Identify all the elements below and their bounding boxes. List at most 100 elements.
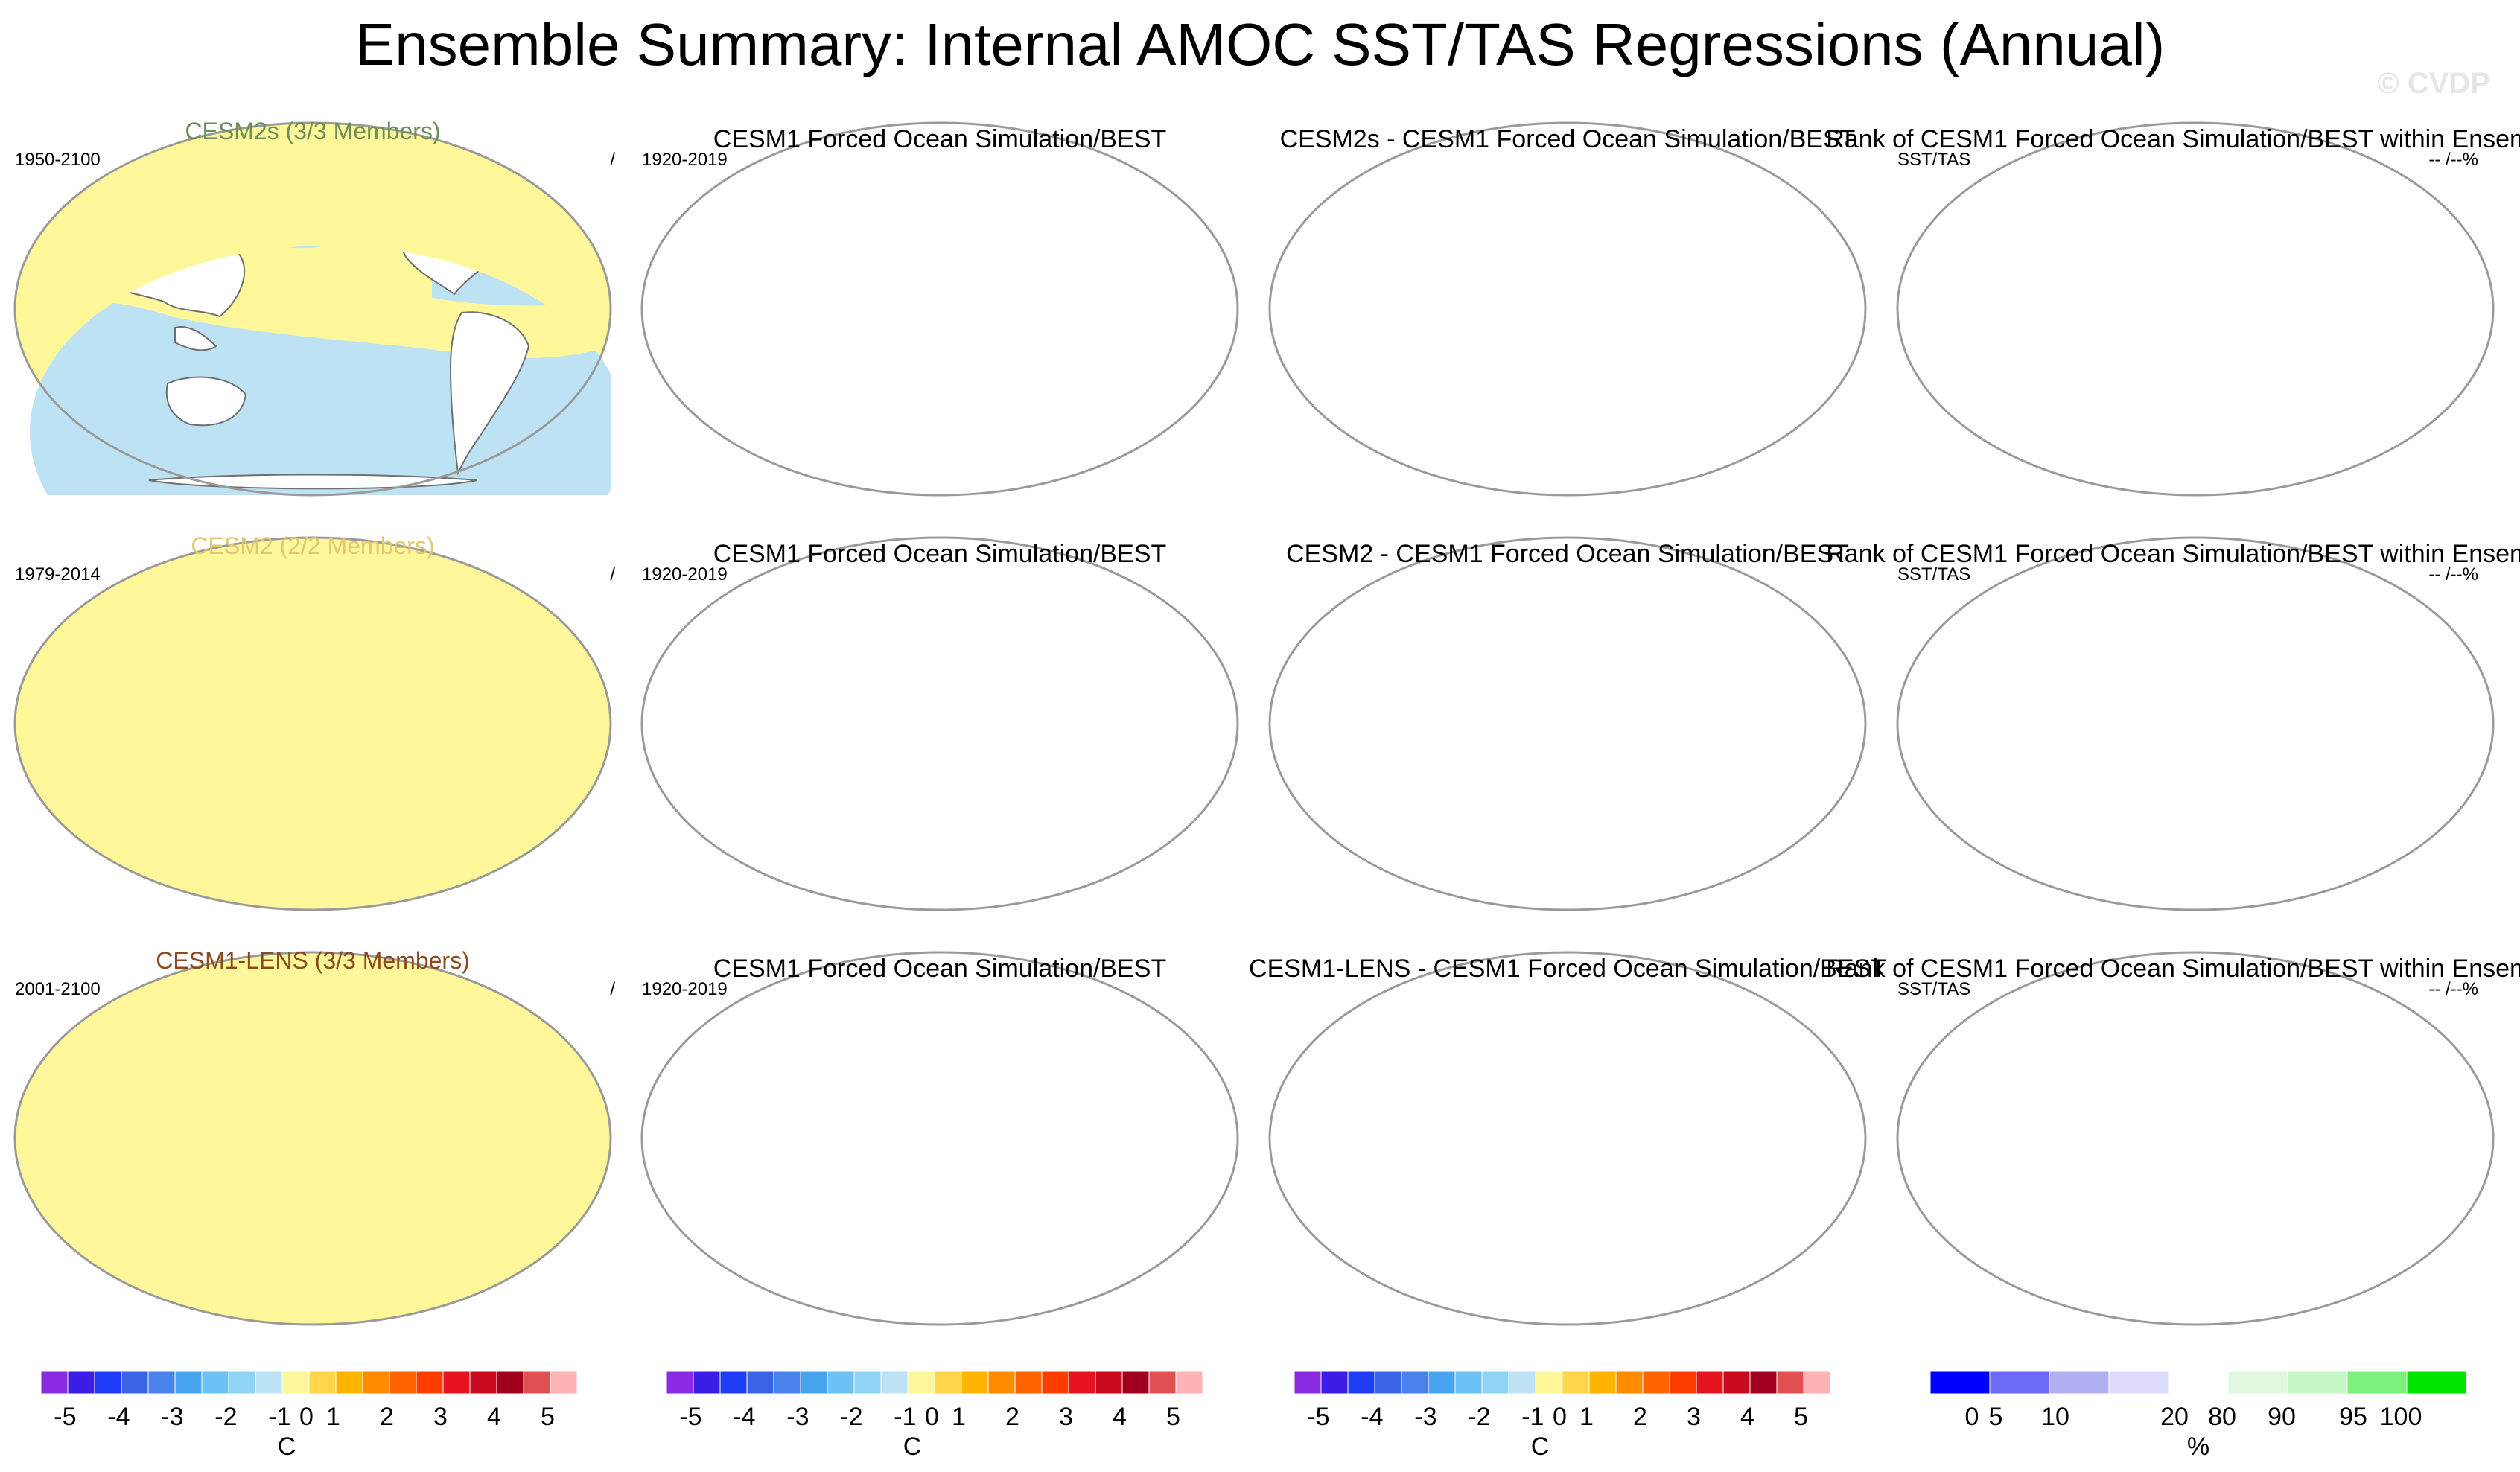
map-border [640,121,1239,497]
colorbar-tick: -3 [1414,1403,1436,1431]
colorbar-tick: 5 [1166,1403,1180,1431]
panel-left-label: 1920-2019 [642,150,728,170]
map-background [1897,123,2493,495]
coastline [174,326,217,351]
map-border [1268,536,1867,911]
colorbar-tick: 1 [952,1403,966,1431]
colorbar-swatch [1320,1371,1349,1395]
colorbar-tick: -5 [1307,1403,1329,1431]
colorbar-swatch [1175,1371,1203,1395]
panel-title: CESM1 Forced Ocean Simulation/BEST [713,125,1166,153]
colorbar-swatch [174,1371,203,1395]
map-border [1268,951,1867,1326]
cvdp-watermark: © CVDP [2377,67,2490,100]
colorbar-swatch [67,1371,95,1395]
panel-left-label: SST/TAS [1897,564,1970,584]
colorbar-swatch [934,1371,962,1395]
colorbar-units: % [2187,1433,2209,1461]
panel-title: Rank of CESM1 Forced Ocean Simulation/BE… [1826,125,2520,153]
map-panel-r2-c2 [640,536,1239,911]
coastline [449,311,530,476]
colorbar-tick: 80 [2208,1403,2236,1431]
colorbar-swatch [550,1371,578,1395]
colorbar-swatch [1148,1371,1177,1395]
colorbar-units: C [1531,1433,1550,1461]
panel-left-label: 1920-2019 [642,979,728,999]
colorbar-tick: 4 [1113,1403,1127,1431]
map-background [642,123,1238,495]
ocean-fill [15,952,611,1325]
colorbar-swatch [121,1371,149,1395]
colorbar-tick: 0 [1965,1403,1979,1431]
colorbar-swatch [1508,1371,1536,1395]
colorbar-swatch [1696,1371,1724,1395]
colorbar-swatch [1481,1371,1509,1395]
colorbar-swatch [1374,1371,1402,1395]
panel-left-label: SST/TAS [1897,150,1970,170]
map-panel-r1-c3 [1268,121,1867,497]
colorbar-swatch [880,1371,909,1395]
colorbar-swatch [2168,1371,2229,1395]
colorbar-tick: -1 [1521,1403,1544,1431]
slash-label: / [610,979,615,999]
year-range: 1979-2014 [15,564,101,584]
colorbar-tick: 10 [2041,1403,2069,1431]
colorbar-swatch [2346,1371,2408,1395]
colorbar-swatch [1929,1371,1991,1395]
panel-title: CESM2s - CESM1 Forced Ocean Simulation/B… [1280,125,1856,153]
colorbar-tick: -5 [679,1403,701,1431]
map-panel-r1-c1 [13,121,612,497]
colorbar-swatch [1454,1371,1483,1395]
colorbar-swatch [496,1371,524,1395]
colorbar-swatch [1068,1371,1096,1395]
map-background [1897,538,2493,910]
colorbar-swatch [523,1371,551,1395]
panel-title: Rank of CESM1 Forced Ocean Simulation/BE… [1826,955,2520,983]
colorbar-swatch [1615,1371,1644,1395]
figure-title: Ensemble Summary: Internal AMOC SST/TAS … [354,11,2166,77]
colorbar-tick: 1 [1579,1403,1594,1431]
colorbar-swatch [201,1371,229,1395]
colorbar-tick: 3 [1687,1403,1701,1431]
colorbar-c-1: -5 -4 -3 -2 -1 0 1 2 3 4 5 C [40,1371,578,1461]
colorbar-swatch [987,1371,1016,1395]
colorbar-tick: 0 [299,1403,314,1431]
coastline [165,376,247,427]
colorbar-tick: 2 [380,1403,394,1431]
colorbar-swatch [389,1371,417,1395]
panel-title: Rank of CESM1 Forced Ocean Simulation/BE… [1826,540,2520,568]
colorbar-tick: -4 [733,1403,755,1431]
colorbar-tick: 5 [1794,1403,1808,1431]
colorbar-swatch [416,1371,444,1395]
map-border [13,121,612,497]
colorbar-swatch [1588,1371,1617,1395]
colorbar-swatch [666,1371,694,1395]
colorbar-swatch [1121,1371,1150,1395]
colorbar-swatch [2227,1371,2288,1395]
colorbar-swatch [719,1371,748,1395]
map-border [640,951,1239,1326]
colorbar-tick: 20 [2160,1403,2189,1431]
colorbar-swatch [1535,1371,1563,1395]
colorbar-swatch [1014,1371,1043,1395]
colorbar-tick: 5 [541,1403,555,1431]
colorbar-swatch [255,1371,283,1395]
coastline [536,966,578,1000]
colorbar-swatch [1562,1371,1590,1395]
panel-title: CESM1-LENS - CESM1 Forced Ocean Simulati… [1249,955,1886,983]
colorbar-swatch [1669,1371,1697,1395]
colorbar-swatch [907,1371,935,1395]
colorbar-swatch [961,1371,989,1395]
colorbar-swatch [773,1371,801,1395]
colorbar-tick: 2 [1005,1403,1019,1431]
colorbar-tick: 3 [433,1403,448,1431]
map-background [1270,538,1865,910]
panel-title: CESM1 Forced Ocean Simulation/BEST [713,540,1166,568]
coastline [536,137,578,171]
colorbar-swatch [1989,1371,2050,1395]
colorbar-c-3: -5 -4 -3 -2 -1 0 1 2 3 4 5 C [1294,1371,1831,1461]
colorbar-units: C [903,1433,922,1461]
colorbar-swatch [469,1371,497,1395]
colorbar-swatch [1642,1371,1670,1395]
colorbar-swatch [853,1371,882,1395]
